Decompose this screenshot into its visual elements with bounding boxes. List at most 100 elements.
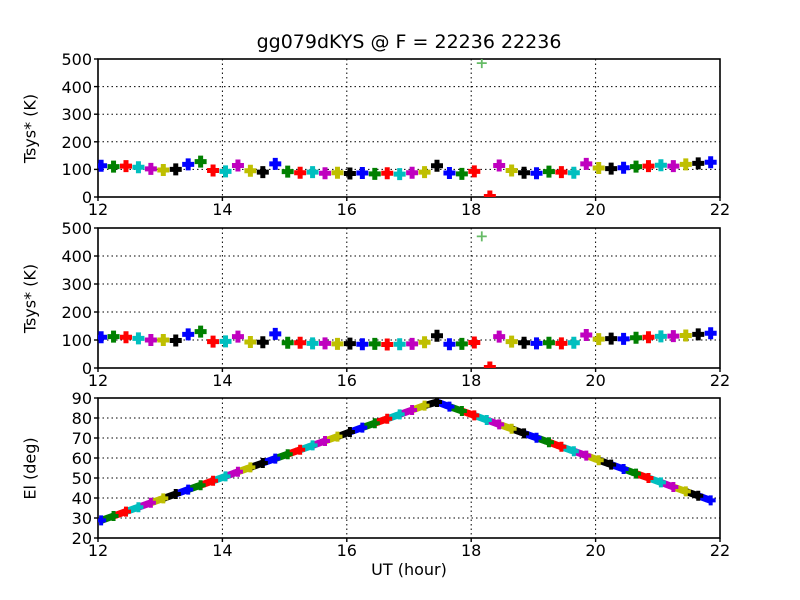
el-marker: [170, 489, 181, 499]
x-tick-label: 14: [212, 541, 233, 560]
el-marker: [98, 515, 107, 526]
x-tick-label: 18: [461, 200, 482, 219]
tsys-marker: [182, 158, 195, 171]
tsys-marker: [144, 162, 157, 175]
tsys-marker: [418, 336, 431, 349]
tsys-marker: [567, 336, 580, 349]
tsys-marker: [679, 329, 692, 342]
el-marker: [668, 482, 679, 492]
el-marker: [568, 446, 579, 457]
el-marker: [469, 410, 480, 421]
tsys-marker: [356, 166, 369, 179]
tsys-marker: [194, 325, 207, 338]
data-elevation: [98, 398, 716, 526]
tsys-marker: [592, 162, 605, 175]
el-marker: [369, 418, 380, 429]
el-marker: [232, 466, 243, 477]
tsys-marker: [704, 156, 717, 169]
chart-title: gg079dKYS @ F = 22236 22236: [256, 31, 562, 53]
tsys-marker: [667, 160, 680, 173]
x-tick-label: 22: [709, 371, 731, 390]
el-marker: [556, 441, 567, 452]
y-tick-label: 100: [61, 160, 92, 180]
tsys-marker: [269, 157, 282, 170]
tsys-marker: [306, 166, 319, 179]
el-marker: [680, 486, 691, 497]
el-marker: [195, 480, 206, 491]
y-tick-label: 40: [71, 489, 92, 508]
y-tick-label: 0: [81, 359, 92, 378]
y-tick-label: 300: [61, 105, 92, 125]
x-tick-label: 12: [87, 541, 109, 560]
tsys-marker: [381, 167, 394, 180]
tsys-marker: [356, 338, 369, 351]
tsys-marker: [555, 166, 568, 179]
tsys-marker: [468, 336, 481, 349]
x-tick-label: 20: [585, 200, 606, 219]
x-tick-label: 22: [709, 541, 731, 560]
tsys-marker: [630, 160, 643, 173]
x-tick-label: 22: [709, 200, 731, 219]
y-tick-label: 100: [61, 331, 92, 350]
y-tick-label: 60: [71, 449, 92, 468]
el-marker: [307, 440, 318, 451]
tsys-marker: [331, 337, 344, 350]
x-tick-label: 16: [336, 200, 357, 219]
el-marker: [270, 453, 281, 464]
outlier-marker: [476, 231, 487, 242]
tsys-marker: [119, 160, 132, 173]
tsys-marker: [132, 161, 145, 174]
tsys-marker: [493, 330, 506, 343]
el-marker: [631, 468, 642, 479]
tsys-marker: [605, 162, 618, 175]
el-marker: [606, 459, 617, 470]
tsys-marker: [231, 159, 244, 172]
el-marker: [120, 506, 131, 517]
tsys-marker: [617, 332, 630, 345]
x-tick-label: 12: [87, 200, 109, 219]
tsys-marker: [468, 165, 481, 178]
y-tick-label: 70: [71, 429, 92, 448]
tsys-marker: [406, 337, 419, 350]
tsys-marker: [306, 337, 319, 350]
tsys-marker: [455, 337, 468, 350]
el-marker: [295, 444, 306, 455]
y-tick-label: 400: [61, 247, 92, 266]
tsys-marker: [98, 159, 108, 172]
tsys-marker: [219, 335, 232, 348]
axes-frame: [97, 58, 721, 198]
el-marker: [108, 511, 119, 521]
tsys-marker: [430, 329, 443, 342]
x-tick-label: 14: [212, 200, 233, 219]
x-tick-label: 18: [461, 371, 482, 390]
y-tick-label: 300: [61, 275, 92, 294]
el-marker: [183, 484, 194, 495]
tsys-marker: [144, 334, 157, 346]
tsys-marker: [692, 328, 705, 341]
tsys-marker: [169, 163, 182, 176]
el-marker: [332, 431, 343, 442]
tsys-marker: [418, 166, 431, 179]
axes-tsys-top: [94, 58, 721, 201]
el-marker: [407, 405, 418, 415]
y-tick-label: 400: [61, 77, 92, 97]
x-tick-label: 14: [212, 371, 233, 390]
tsys-marker: [667, 330, 680, 343]
tsys-marker: [331, 166, 344, 179]
tsys-marker: [368, 167, 381, 180]
tsys-marker: [555, 337, 568, 350]
x-tick-label: 16: [336, 371, 357, 390]
tsys-marker: [530, 167, 543, 180]
tsys-marker: [368, 337, 381, 350]
el-marker: [581, 450, 592, 461]
y-tick-label: 80: [71, 409, 92, 428]
y-tick-label: 200: [61, 132, 92, 152]
tsys-marker: [281, 336, 294, 349]
tsys-marker: [654, 159, 667, 172]
y-tick-label: 0: [81, 188, 92, 207]
tsys-marker: [592, 333, 605, 346]
tsys-marker: [393, 168, 406, 181]
tsys-marker: [704, 327, 717, 340]
